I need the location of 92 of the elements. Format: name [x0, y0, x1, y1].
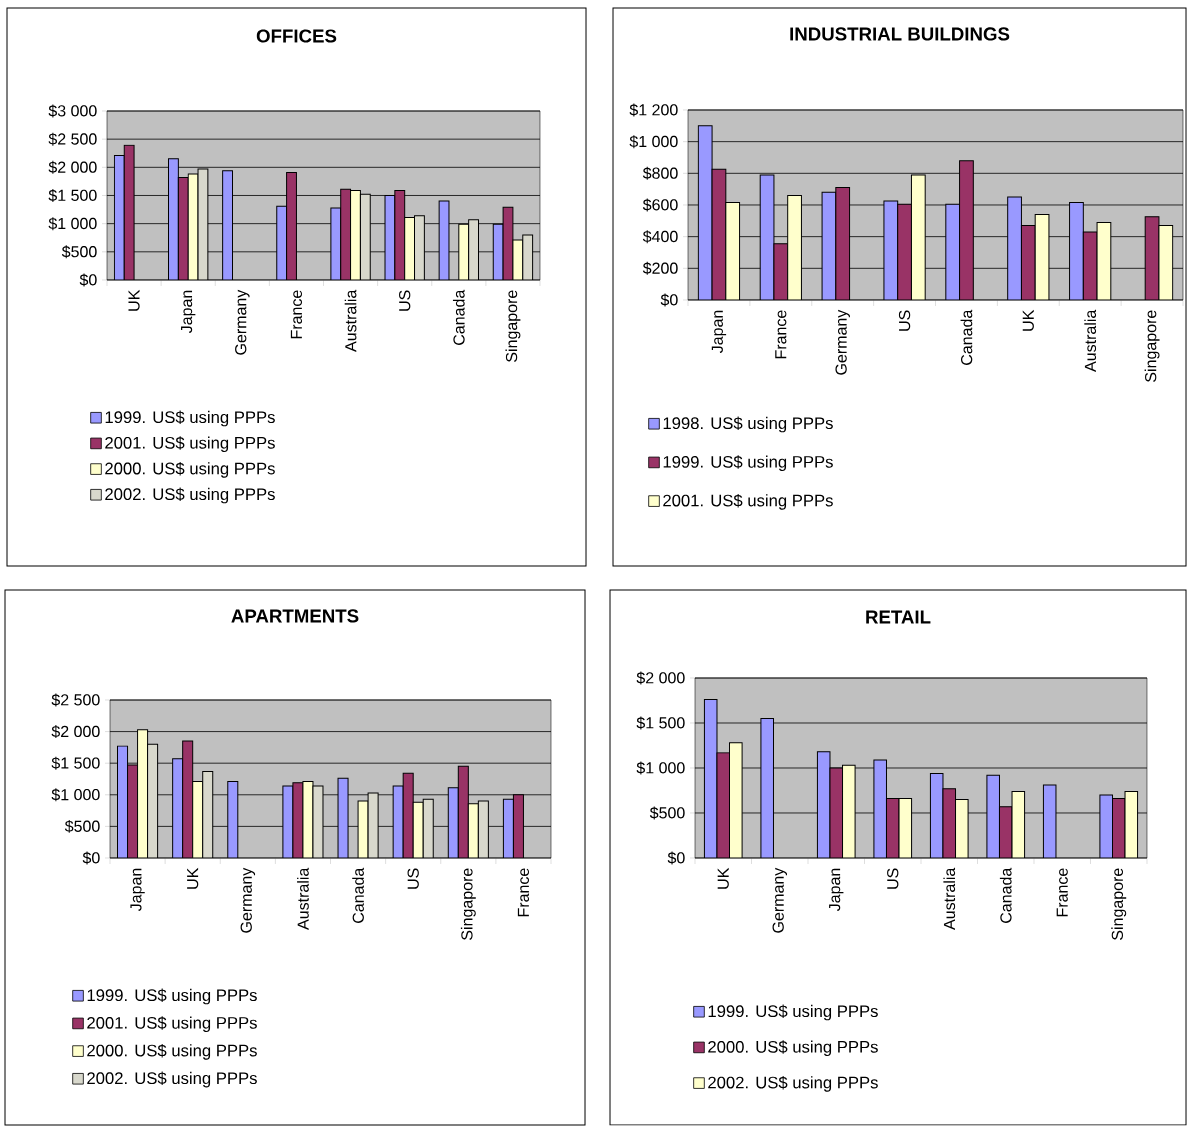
- x-tick-label: UK: [1022, 309, 1034, 331]
- y-tick-label: $0: [660, 293, 678, 307]
- x-tick-label: UK: [717, 867, 729, 889]
- y-tick-label: $200: [642, 261, 678, 275]
- bar: [350, 189, 361, 280]
- x-tick-label: Japan: [181, 290, 196, 334]
- bar: [1069, 202, 1084, 300]
- x-tick-label: Singapore: [505, 290, 521, 362]
- y-tick-label: $0: [79, 273, 97, 287]
- x-tick-label: Australia: [943, 867, 956, 930]
- x-tick-label: Singapore: [460, 868, 476, 940]
- legend-label: 2000. US$ using PPPs: [708, 1040, 878, 1057]
- y-tick-label: $0: [82, 851, 100, 865]
- legend-label: 2000. US$ using PPPs: [105, 461, 275, 478]
- x-tick-label: Japan: [130, 868, 145, 912]
- legend-label: 2002. US$ using PPPs: [105, 487, 275, 504]
- y-tick-label: $500: [61, 245, 97, 259]
- x-tick-label: UK: [187, 867, 199, 889]
- y-tick-label: $600: [642, 198, 678, 212]
- y-tick-label: $2 000: [636, 671, 685, 685]
- x-tick-label: Canada: [960, 309, 973, 365]
- y-tick-label: $1 500: [51, 756, 100, 770]
- x-tick-label: Singapore: [1144, 310, 1160, 382]
- legend-label: 1999. US$ using PPPs: [105, 410, 275, 427]
- y-tick-label: $2 500: [48, 132, 97, 146]
- y-tick-label: $500: [64, 819, 100, 833]
- x-tick-label: Australia: [1084, 309, 1097, 372]
- bar: [897, 203, 912, 300]
- bar: [910, 174, 926, 300]
- legend-label: 2002. US$ using PPPs: [87, 1071, 257, 1088]
- y-tick-label: $1 000: [636, 761, 685, 775]
- x-tick-label: Germany: [240, 867, 256, 933]
- y-tick-label: $500: [649, 806, 685, 820]
- x-tick-label: France: [1056, 868, 1068, 917]
- bar: [359, 193, 371, 280]
- y-tick-label: $1 200: [629, 103, 678, 117]
- y-tick-label: $800: [642, 166, 678, 180]
- legend-label: 2001. US$ using PPPs: [663, 493, 833, 510]
- x-tick-label: Canada: [352, 867, 364, 923]
- chart-title: RETAIL: [866, 610, 931, 624]
- x-tick-label: Canada: [999, 867, 1012, 923]
- legend-label: 1999. US$ using PPPs: [708, 1004, 878, 1021]
- bar: [959, 160, 974, 300]
- x-tick-label: France: [290, 290, 303, 339]
- y-tick-label: $1 500: [48, 189, 97, 202]
- y-tick-label: $1 000: [629, 135, 678, 149]
- bar: [468, 219, 479, 280]
- legend-label: 1999. US$ using PPPs: [663, 455, 833, 472]
- x-tick-label: Japan: [829, 868, 844, 912]
- y-tick-label: $2 500: [51, 693, 100, 707]
- x-tick-label: Australia: [297, 867, 309, 930]
- bar: [168, 158, 179, 280]
- y-tick-label: $2 000: [51, 725, 100, 739]
- x-tick-label: US: [407, 868, 419, 889]
- bar: [945, 203, 961, 300]
- bar: [414, 215, 425, 280]
- bar: [222, 170, 233, 280]
- legend-label: 2002. US$ using PPPs: [708, 1075, 878, 1092]
- bar: [1007, 196, 1022, 300]
- chart-title: APARTMENTS: [231, 609, 359, 623]
- bar: [1020, 225, 1036, 300]
- x-tick-label: Singapore: [1111, 868, 1127, 940]
- x-tick-label: US: [898, 310, 911, 331]
- y-tick-label: $400: [642, 230, 678, 244]
- legend-label: 1998. US$ using PPPs: [663, 416, 833, 433]
- legend-label: 2000. US$ using PPPs: [87, 1043, 257, 1060]
- y-tick-label: $1 500: [636, 716, 685, 730]
- bar: [113, 154, 125, 280]
- x-tick-label: UK: [128, 289, 140, 311]
- y-tick-label: $0: [667, 851, 685, 865]
- x-tick-label: Canada: [452, 289, 465, 345]
- y-tick-label: $1 000: [51, 788, 100, 802]
- legend-label: 2001. US$ using PPPs: [87, 1016, 257, 1033]
- x-tick-label: Japan: [711, 310, 727, 354]
- x-tick-label: Germany: [772, 867, 788, 933]
- chart-title: INDUSTRIAL BUILDINGS: [790, 27, 1010, 41]
- y-tick-label: $1 000: [48, 217, 97, 231]
- x-tick-label: Australia: [344, 289, 357, 352]
- legend-label: 1999. US$ using PPPs: [87, 988, 257, 1005]
- legend-label: 2001. US$ using PPPs: [105, 436, 275, 453]
- x-tick-label: France: [517, 868, 530, 917]
- x-tick-label: Germany: [235, 289, 250, 355]
- bar: [725, 202, 741, 300]
- x-tick-label: France: [775, 310, 787, 359]
- x-tick-label: Germany: [835, 309, 850, 375]
- bar: [835, 187, 851, 300]
- y-tick-label: $3 000: [48, 104, 97, 118]
- bar: [787, 194, 802, 300]
- x-tick-label: US: [887, 868, 899, 889]
- y-tick-label: $2 000: [48, 160, 97, 174]
- x-tick-label: US: [399, 290, 411, 311]
- chart-title: OFFICES: [256, 29, 337, 43]
